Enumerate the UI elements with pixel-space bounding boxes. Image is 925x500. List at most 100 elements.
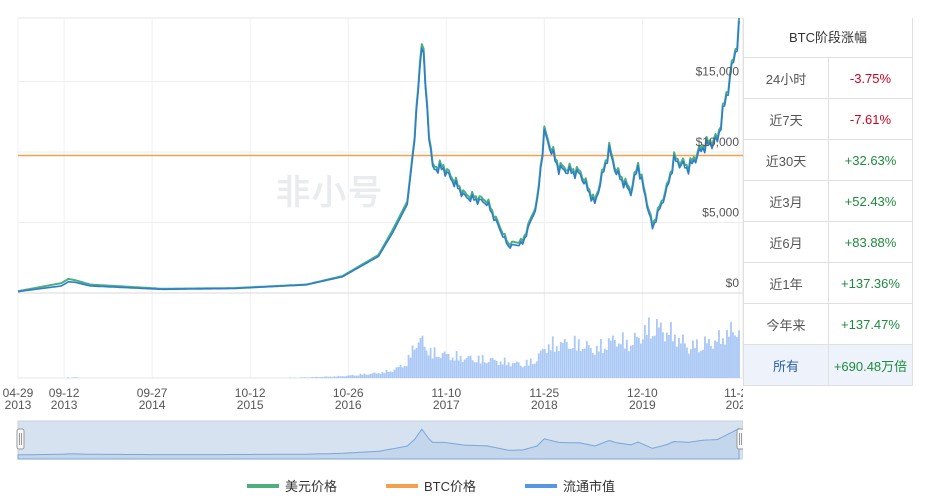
series-line (17, 17, 740, 293)
volume-bar (497, 364, 500, 378)
stage-value: +52.43% (829, 181, 913, 221)
volume-bar (589, 348, 592, 378)
range-handle-left[interactable] (16, 428, 25, 450)
stage-row-1y[interactable]: 近1年 +137.36% (744, 263, 913, 304)
legend-item-btc-price[interactable]: BTC价格 (386, 476, 476, 495)
volume-bar (593, 354, 596, 378)
volume-bar (619, 344, 622, 378)
volume-bar (437, 357, 440, 378)
volume-bar (668, 334, 670, 378)
volume-bar (527, 365, 530, 378)
volume-bar (473, 362, 476, 378)
volume-bar (447, 353, 450, 378)
stage-row-24h[interactable]: 24小时 -3.75% (744, 58, 913, 99)
volume-bar (369, 373, 372, 378)
volume-bar (549, 350, 552, 378)
volume-bar (381, 371, 384, 378)
volume-bar (670, 321, 672, 378)
volume-bar (625, 339, 628, 378)
volume-bar (425, 350, 428, 378)
volume-bar (423, 346, 426, 378)
legend-item-market-cap[interactable]: 流通市值 (525, 476, 615, 495)
volume-bar (351, 374, 354, 378)
volume-bar (383, 373, 386, 378)
volume-bar (641, 339, 644, 378)
stage-row-3m[interactable]: 近3月 +52.43% (744, 181, 913, 222)
stage-gain-table: BTC阶段涨幅 24小时 -3.75% 近7天 -7.61% 近30天 +32.… (743, 18, 913, 386)
volume-bar (309, 377, 312, 378)
volume-bar (323, 376, 326, 378)
volume-bar (481, 354, 484, 378)
volume-bar (487, 361, 490, 378)
volume-bar (559, 342, 562, 378)
y-tick-label: $15,000 (696, 64, 740, 78)
stage-row-7d[interactable]: 近7天 -7.61% (744, 99, 913, 140)
volume-bar (639, 343, 642, 378)
volume-bar (601, 352, 604, 378)
y-tick-label: $5,000 (702, 205, 739, 219)
volume-bar (319, 377, 322, 378)
volume-bar (637, 337, 640, 378)
volume-bar (77, 377, 79, 378)
volume-bar (704, 336, 706, 378)
volume-bar (501, 364, 504, 378)
volume-bar (521, 367, 524, 378)
stage-row-all[interactable]: 所有 +690.48万倍 (744, 345, 913, 386)
volume-bar (509, 366, 512, 378)
volume-bar (653, 335, 656, 378)
volume-bar (433, 347, 436, 378)
volume-bar (573, 335, 576, 378)
volume-bar (555, 346, 558, 378)
volume-bar (347, 375, 350, 378)
volume-bar (694, 348, 696, 378)
volume-bar (724, 344, 726, 378)
volume-bar (517, 362, 520, 378)
stage-value: +32.63% (829, 140, 913, 180)
x-tick-year: 2013 (5, 398, 32, 412)
volume-bar (407, 354, 410, 378)
volume-bar (692, 340, 694, 378)
stage-label: 所有 (744, 345, 829, 385)
volume-bar (581, 348, 584, 378)
volume-bar (467, 356, 470, 378)
volume-bar (439, 357, 442, 378)
volume-bar (471, 360, 474, 378)
legend-label: 流通市值 (563, 479, 616, 494)
volume-bar (343, 376, 346, 378)
volume-bar (726, 329, 728, 378)
stage-value: -7.61% (829, 99, 913, 139)
volume-bar (738, 330, 740, 378)
volume-bar (299, 377, 302, 378)
volume-bar (575, 350, 578, 378)
volume-bar (451, 357, 454, 378)
volume-bar (700, 350, 702, 378)
volume-bar (73, 377, 75, 378)
volume-bar (479, 363, 482, 378)
volume-bar (465, 357, 468, 378)
volume-bar (519, 365, 522, 378)
volume-bar (623, 348, 626, 378)
volume-bar (710, 345, 712, 378)
volume-bar (543, 348, 546, 378)
x-tick-label: 09-12 (49, 386, 80, 400)
stage-row-30d[interactable]: 近30天 +32.63% (744, 140, 913, 181)
volume-bar (415, 347, 418, 378)
volume-bar (507, 362, 510, 378)
volume-bar (477, 355, 480, 378)
volume-bar (680, 343, 682, 378)
volume-bar (365, 374, 368, 378)
legend-item-usd-price[interactable]: 美元价格 (247, 476, 337, 495)
volume-bar (409, 357, 412, 378)
stage-label: 近3月 (744, 181, 829, 221)
volume-bar (489, 358, 492, 378)
volume-bar (553, 351, 556, 378)
volume-bar (722, 338, 724, 378)
stage-row-ytd[interactable]: 今年来 +137.47% (744, 304, 913, 345)
stage-row-6m[interactable]: 近6月 +83.88% (744, 222, 913, 263)
volume-bar (698, 352, 700, 378)
volume-bar (708, 338, 710, 378)
volume-bar (531, 364, 534, 378)
x-tick-label: 04-29 (3, 386, 34, 400)
volume-bar (720, 343, 722, 378)
volume-bar (686, 347, 688, 378)
